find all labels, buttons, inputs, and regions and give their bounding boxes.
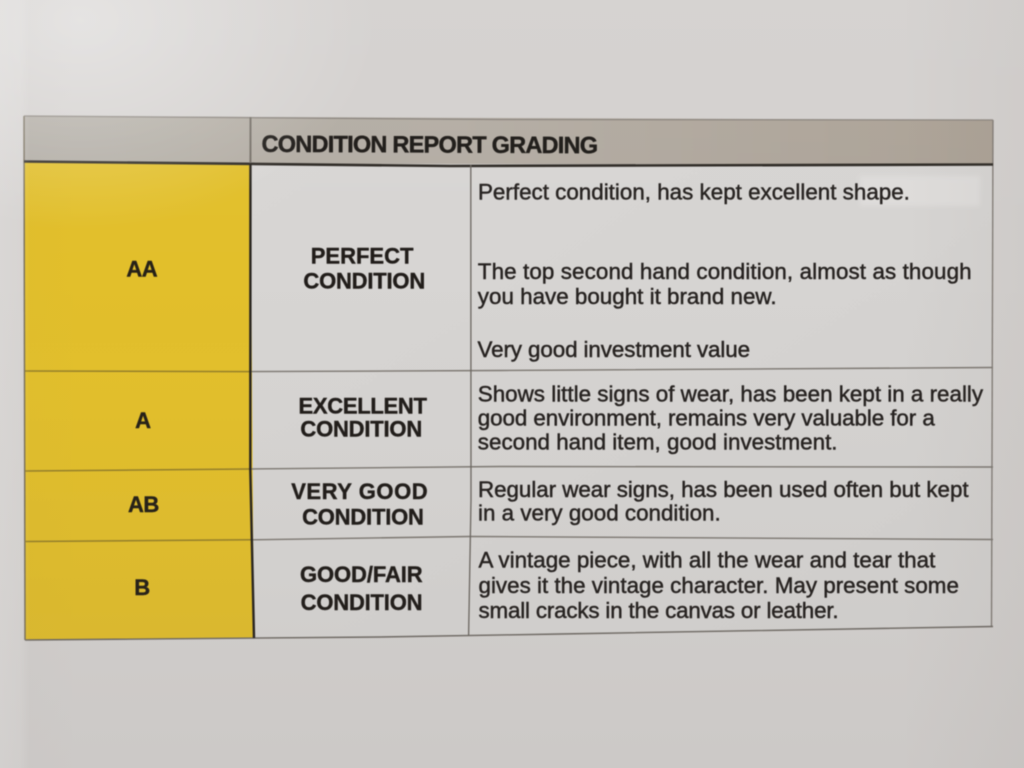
svg-text:PERFECT: PERFECT (311, 244, 414, 269)
svg-text:EXCELLENT: EXCELLENT (299, 394, 428, 419)
svg-text:Perfect condition, has kept ex: Perfect condition, has kept excellent sh… (478, 180, 910, 205)
svg-text:good environment, remains very: good environment, remains very valuable … (478, 406, 936, 431)
svg-text:you have bought it brand new.: you have bought it brand new. (478, 284, 777, 309)
svg-text:CONDITION: CONDITION (303, 268, 425, 293)
svg-text:small cracks in the canvas or: small cracks in the canvas or leather. (479, 598, 839, 623)
svg-text:Very good investment value: Very good investment value (478, 337, 750, 362)
svg-text:in a very good condition.: in a very good condition. (478, 500, 721, 525)
svg-text:VERY GOOD: VERY GOOD (291, 479, 428, 504)
svg-text:Regular wear signs, has been u: Regular wear signs, has been used often … (478, 477, 969, 502)
svg-text:B: B (134, 575, 150, 600)
svg-text:CONDITION REPORT GRADING: CONDITION REPORT GRADING (261, 131, 597, 158)
svg-text:A vintage piece, with all the: A vintage piece, with all the wear and t… (479, 547, 937, 572)
svg-text:second hand item, good investm: second hand item, good investment. (478, 429, 838, 454)
svg-text:Shows little signs of wear, ha: Shows little signs of wear, has been kep… (478, 382, 984, 407)
svg-text:The top second hand condition,: The top second hand condition, almost as… (478, 259, 972, 284)
svg-text:AB: AB (128, 492, 159, 517)
svg-text:A: A (135, 408, 151, 433)
svg-text:CONDITION: CONDITION (300, 417, 422, 442)
svg-text:GOOD/FAIR: GOOD/FAIR (300, 562, 423, 587)
svg-text:gives it the vintage character: gives it the vintage character. May pres… (479, 573, 959, 598)
svg-text:AA: AA (126, 257, 157, 282)
svg-text:CONDITION: CONDITION (301, 590, 423, 615)
svg-text:CONDITION: CONDITION (302, 505, 424, 530)
